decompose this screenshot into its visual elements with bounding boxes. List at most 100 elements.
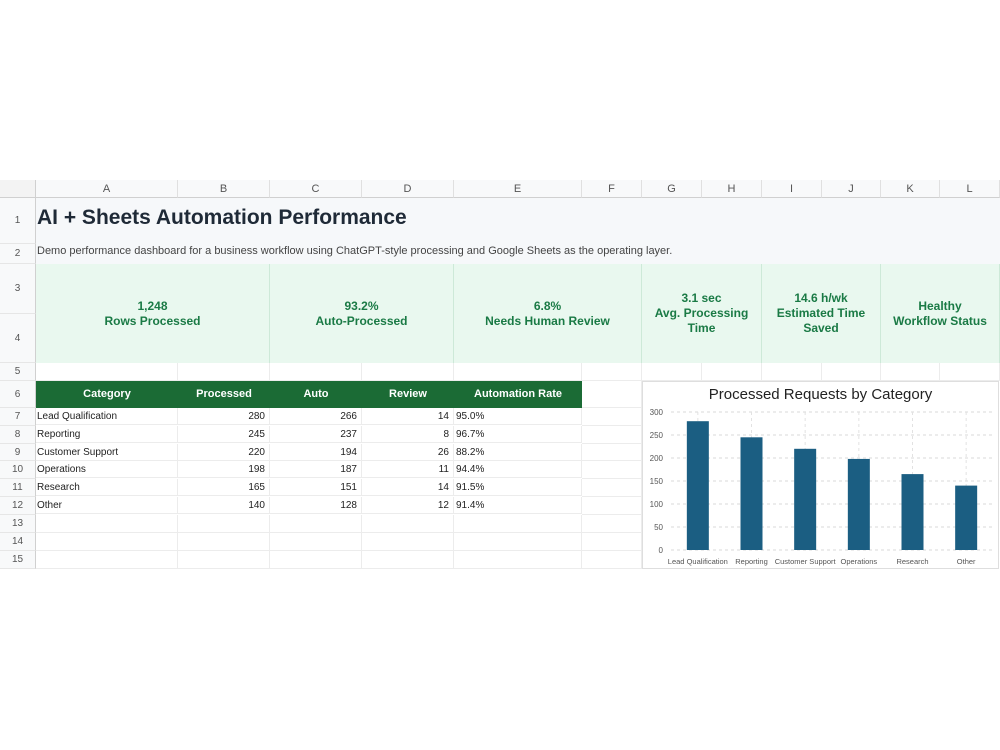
- empty-cell[interactable]: [270, 363, 362, 381]
- col-header-i[interactable]: I: [762, 180, 822, 198]
- col-header-k[interactable]: K: [881, 180, 940, 198]
- table-cell-automation-rate[interactable]: 96.7%: [454, 426, 582, 443]
- empty-cell[interactable]: [582, 426, 642, 444]
- table-cell-category[interactable]: Operations: [36, 461, 178, 478]
- empty-cell[interactable]: [454, 515, 582, 533]
- row-header-2[interactable]: 2: [0, 244, 36, 264]
- table-cell-category[interactable]: Lead Qualification: [36, 408, 178, 425]
- empty-cell[interactable]: [881, 363, 940, 381]
- table-cell-automation-rate[interactable]: 91.4%: [454, 497, 582, 514]
- table-cell-category[interactable]: Other: [36, 497, 178, 514]
- row-header-4[interactable]: 4: [0, 314, 36, 363]
- empty-cell[interactable]: [362, 533, 454, 551]
- row-header-9[interactable]: 9: [0, 444, 36, 461]
- empty-cell[interactable]: [178, 551, 270, 569]
- col-header-a[interactable]: A: [36, 180, 178, 198]
- row-header-10[interactable]: 10: [0, 461, 36, 479]
- bar-customer-support[interactable]: [794, 448, 817, 550]
- kpi-auto-processed[interactable]: 93.2% Auto-Processed: [270, 264, 454, 363]
- empty-cell[interactable]: [454, 551, 582, 569]
- row-header-5[interactable]: 5: [0, 363, 36, 381]
- bar-other[interactable]: [955, 485, 978, 550]
- empty-cell[interactable]: [582, 533, 642, 551]
- empty-cell[interactable]: [270, 533, 362, 551]
- empty-cell[interactable]: [762, 363, 822, 381]
- row-header-13[interactable]: 13: [0, 515, 36, 533]
- table-header-review[interactable]: Review: [362, 381, 454, 408]
- table-cell-category[interactable]: Research: [36, 479, 178, 496]
- empty-cell[interactable]: [362, 363, 454, 381]
- table-cell-automation-rate[interactable]: 95.0%: [454, 408, 582, 425]
- bar-operations[interactable]: [847, 458, 870, 550]
- table-cell-review[interactable]: 8: [362, 426, 454, 443]
- empty-cell[interactable]: [582, 444, 642, 461]
- table-cell-category[interactable]: Customer Support: [36, 444, 178, 461]
- row-header-12[interactable]: 12: [0, 497, 36, 515]
- empty-cell[interactable]: [822, 363, 881, 381]
- row-header-1[interactable]: 1: [0, 198, 36, 244]
- row-header-8[interactable]: 8: [0, 426, 36, 444]
- col-header-g[interactable]: G: [642, 180, 702, 198]
- empty-cell[interactable]: [36, 551, 178, 569]
- table-cell-processed[interactable]: 280: [178, 408, 270, 425]
- table-cell-review[interactable]: 12: [362, 497, 454, 514]
- empty-cell[interactable]: [270, 551, 362, 569]
- table-cell-review[interactable]: 14: [362, 408, 454, 425]
- table-cell-review[interactable]: 11: [362, 461, 454, 478]
- table-cell-auto[interactable]: 151: [270, 479, 362, 496]
- table-cell-processed[interactable]: 140: [178, 497, 270, 514]
- empty-cell[interactable]: [642, 363, 702, 381]
- table-cell-automation-rate[interactable]: 91.5%: [454, 479, 582, 496]
- row-header-15[interactable]: 15: [0, 551, 36, 569]
- empty-cell[interactable]: [270, 515, 362, 533]
- empty-cell[interactable]: [454, 533, 582, 551]
- empty-cell[interactable]: [702, 363, 762, 381]
- col-header-j[interactable]: J: [822, 180, 881, 198]
- kpi-time-saved[interactable]: 14.6 h/wk Estimated Time Saved: [762, 264, 881, 363]
- empty-cell[interactable]: [178, 533, 270, 551]
- bar-chart[interactable]: Processed Requests by Category 0 50 100 150…: [642, 381, 999, 569]
- empty-cell[interactable]: [362, 551, 454, 569]
- empty-cell[interactable]: [582, 461, 642, 479]
- table-cell-review[interactable]: 26: [362, 444, 454, 461]
- col-header-h[interactable]: H: [702, 180, 762, 198]
- table-cell-processed[interactable]: 245: [178, 426, 270, 443]
- table-cell-auto[interactable]: 194: [270, 444, 362, 461]
- table-cell-auto[interactable]: 187: [270, 461, 362, 478]
- table-cell-processed[interactable]: 220: [178, 444, 270, 461]
- table-cell-auto[interactable]: 266: [270, 408, 362, 425]
- table-cell-category[interactable]: Reporting: [36, 426, 178, 443]
- bar-research[interactable]: [901, 474, 924, 550]
- row-header-14[interactable]: 14: [0, 533, 36, 551]
- row-header-6[interactable]: 6: [0, 381, 36, 408]
- col-header-c[interactable]: C: [270, 180, 362, 198]
- col-header-e[interactable]: E: [454, 180, 582, 198]
- empty-cell[interactable]: [582, 515, 642, 533]
- bar-lead-qualification[interactable]: [686, 421, 709, 550]
- empty-cell[interactable]: [178, 363, 270, 381]
- empty-cell[interactable]: [582, 381, 642, 408]
- dashboard-subtitle[interactable]: Demo performance dashboard for a busines…: [37, 245, 673, 257]
- col-header-d[interactable]: D: [362, 180, 454, 198]
- table-cell-auto[interactable]: 237: [270, 426, 362, 443]
- col-header-l[interactable]: L: [940, 180, 1000, 198]
- table-cell-auto[interactable]: 128: [270, 497, 362, 514]
- table-cell-automation-rate[interactable]: 88.2%: [454, 444, 582, 461]
- kpi-avg-processing-time[interactable]: 3.1 sec Avg. Processing Time: [642, 264, 762, 363]
- col-header-f[interactable]: F: [582, 180, 642, 198]
- row-header-11[interactable]: 11: [0, 479, 36, 497]
- empty-cell[interactable]: [940, 363, 1000, 381]
- bar-reporting[interactable]: [740, 437, 763, 550]
- kpi-needs-review[interactable]: 6.8% Needs Human Review: [454, 264, 642, 363]
- table-header-processed[interactable]: Processed: [178, 381, 270, 408]
- empty-cell[interactable]: [36, 363, 178, 381]
- empty-cell[interactable]: [36, 533, 178, 551]
- table-header-automation-rate[interactable]: Automation Rate: [454, 381, 582, 408]
- table-header-auto[interactable]: Auto: [270, 381, 362, 408]
- empty-cell[interactable]: [582, 497, 642, 515]
- table-cell-automation-rate[interactable]: 94.4%: [454, 461, 582, 478]
- empty-cell[interactable]: [582, 479, 642, 497]
- row-header-7[interactable]: 7: [0, 408, 36, 426]
- table-header-category[interactable]: Category: [36, 381, 178, 408]
- empty-cell[interactable]: [178, 515, 270, 533]
